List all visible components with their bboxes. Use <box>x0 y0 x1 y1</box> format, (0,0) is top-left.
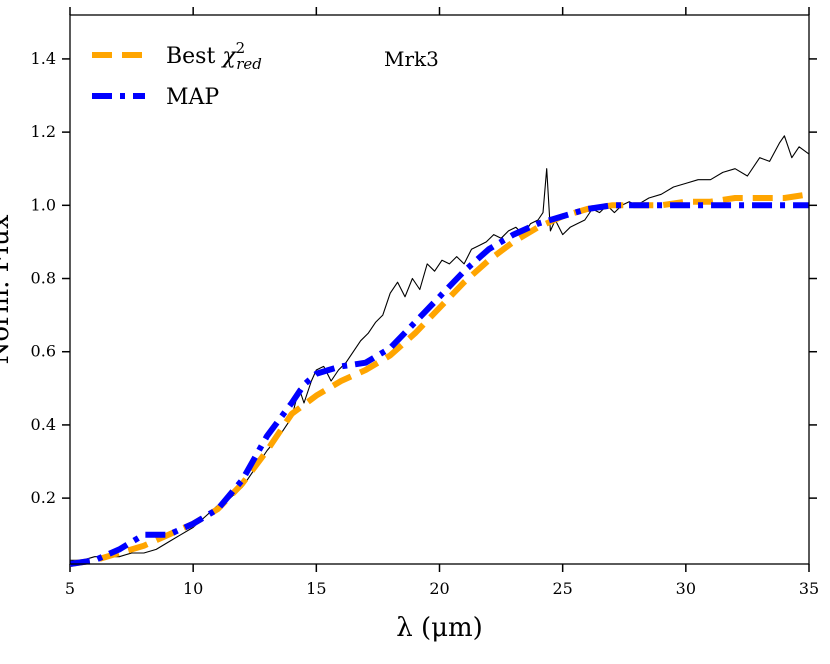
series-line-best-chi2 <box>69 191 810 567</box>
legend-label: MAP <box>166 85 219 110</box>
y-tick-label: 0.8 <box>31 269 56 288</box>
y-tick-label: 1.4 <box>31 49 56 68</box>
y-tick-labels: 0.2 0.4 0.6 0.8 1.0 1.2 1.4 <box>31 49 56 507</box>
y-tick-label: 0.2 <box>31 488 56 507</box>
x-tick-label: 10 <box>183 579 203 598</box>
axis-ticks <box>62 7 817 572</box>
y-tick-label: 0.4 <box>31 415 56 434</box>
y-tick-label: 0.6 <box>31 342 56 361</box>
y-tick-label: 1.2 <box>31 122 56 141</box>
y-axis-label: Norm. Flux <box>0 214 15 364</box>
x-tick-label: 30 <box>676 579 696 598</box>
series-layer <box>69 135 810 567</box>
series-line-map <box>69 202 809 567</box>
y-tick-label: 1.0 <box>31 195 56 214</box>
chart-annotation: Mrk3 <box>384 47 439 71</box>
x-tick-label: 35 <box>799 579 819 598</box>
x-tick-label: 25 <box>552 579 572 598</box>
legend-label: Best χ2 red <box>166 39 262 73</box>
legend: Best χ2 red MAP <box>92 39 262 110</box>
x-tick-label: 5 <box>65 579 75 598</box>
x-tick-labels: 5 10 15 20 25 30 35 <box>65 579 819 598</box>
x-tick-label: 15 <box>306 579 326 598</box>
x-tick-label: 20 <box>429 579 449 598</box>
x-axis-label: λ (μm) <box>396 613 483 643</box>
plot-frame <box>69 14 810 565</box>
